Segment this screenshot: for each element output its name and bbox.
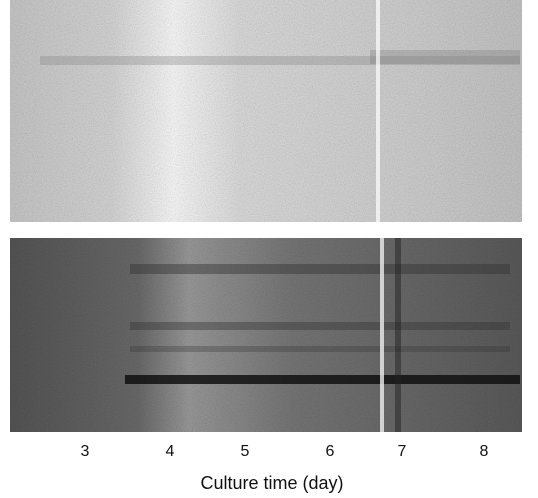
lane-label: 6 [326,443,335,460]
lane-label: 3 [81,443,90,460]
top-gel-panel [10,0,522,222]
lane-label: 7 [398,443,407,460]
lane-label: 8 [480,443,489,460]
x-axis-label: Culture time (day) [200,473,343,493]
bottom-gel-panel [10,238,522,432]
lane-label: 5 [241,443,250,460]
lane-label: 4 [166,443,175,460]
lane-labels: 3 4 5 6 7 8 [81,443,489,460]
